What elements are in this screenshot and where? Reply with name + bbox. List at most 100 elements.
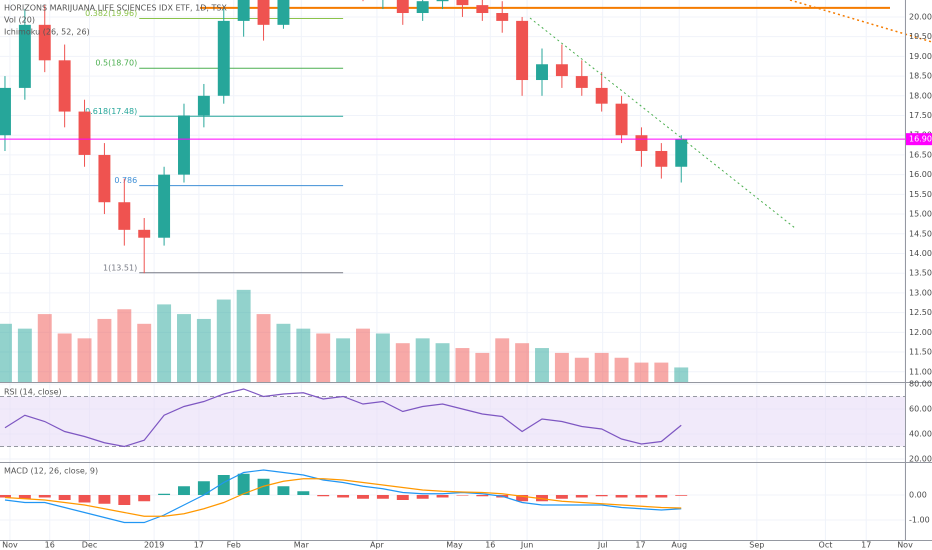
- macd-histogram: [516, 495, 529, 502]
- y-tick-label: 19.00: [909, 52, 932, 61]
- candle-body: [217, 20, 230, 96]
- y-tick-label: 20.00: [909, 12, 932, 21]
- candle-body: [675, 139, 688, 167]
- y-tick-label: 12.00: [909, 328, 932, 337]
- volume-bar: [336, 338, 351, 382]
- x-tick-label: Nov: [897, 541, 913, 550]
- macd-histogram: [436, 495, 449, 498]
- fib-label: 0.786: [114, 176, 137, 185]
- macd-histogram: [595, 495, 608, 497]
- volume-bar: [495, 338, 510, 382]
- macd-histogram: [675, 495, 688, 496]
- x-tick-label: Oct: [819, 541, 833, 550]
- trend-line: [529, 17, 796, 229]
- candle-body: [118, 202, 131, 230]
- macd-histogram: [476, 495, 489, 497]
- volume-bar: [574, 357, 589, 382]
- y-tick-label: 15.50: [909, 190, 932, 199]
- pane-title: MACD (12, 26, close, 9): [4, 467, 98, 476]
- volume-bar: [554, 352, 569, 382]
- y-tick-label: 15.00: [909, 210, 932, 219]
- volume-bar: [117, 309, 132, 382]
- candle-body: [138, 229, 151, 238]
- y-tick-label: 19.50: [909, 32, 932, 41]
- volume-bar: [97, 318, 112, 382]
- macd-histogram: [277, 486, 290, 495]
- candle-body: [456, 0, 469, 6]
- volume-bar: [57, 333, 72, 382]
- macd-histogram: [655, 495, 668, 498]
- x-tick-label: Dec: [82, 541, 97, 550]
- volume-bar: [256, 314, 271, 382]
- volume-bar: [475, 352, 490, 382]
- volume-bar: [395, 343, 410, 382]
- candle-body: [396, 0, 409, 14]
- macd-histogram: [456, 495, 469, 496]
- y-tick-label: 16.00: [909, 170, 932, 179]
- y-tick-label: 40.00: [909, 430, 932, 439]
- candle-body: [18, 24, 31, 88]
- volume-bar: [137, 323, 152, 382]
- macd-histogram: [575, 495, 588, 498]
- volume-bar: [296, 328, 311, 382]
- price-label-box: [906, 133, 932, 146]
- macd-histogram: [217, 475, 230, 495]
- x-tick-label: Jun: [520, 541, 534, 550]
- volume-bar: [17, 328, 32, 382]
- fib-label: 1(13.51): [103, 263, 137, 272]
- volume-bar: [157, 304, 172, 382]
- macd-histogram: [376, 495, 389, 499]
- volume-bar: [0, 323, 12, 382]
- macd-line: [4, 478, 682, 517]
- candle-body: [536, 64, 548, 81]
- candle-body: [575, 76, 588, 88]
- candle-body: [78, 111, 91, 155]
- macd-histogram: [317, 495, 330, 497]
- candle-body: [655, 150, 668, 167]
- macd-histogram: [18, 495, 31, 499]
- candle-body: [277, 0, 290, 25]
- x-tick-label: Nov: [2, 541, 18, 550]
- y-tick-label: 13.00: [909, 288, 932, 297]
- candle-body: [555, 64, 568, 77]
- pane-title: RSI (14, close): [4, 388, 62, 397]
- volume-bar: [276, 323, 291, 382]
- volume-bar: [674, 367, 689, 382]
- macd-histogram: [635, 495, 648, 498]
- volume-bar: [535, 348, 549, 382]
- y-tick-label: -1.00: [909, 516, 930, 525]
- y-tick-label: 14.50: [909, 229, 932, 238]
- candle-body: [595, 87, 608, 104]
- macd-histogram: [357, 495, 369, 499]
- x-tick-label: 17: [861, 541, 871, 550]
- y-tick-label: 18.00: [909, 91, 932, 100]
- candle-body: [237, 0, 250, 21]
- axes: Nov 16 Dec 2019 17 Feb Mar Apr May 16 Jun Jul 17 Aug S…: [2, 12, 932, 550]
- candle-body: [516, 20, 529, 81]
- candle-body: [0, 87, 11, 136]
- y-tick-label: 80.00: [909, 380, 932, 389]
- x-tick-label: Sep: [749, 541, 764, 550]
- macd-histogram: [118, 495, 131, 505]
- y-tick-label: 14.00: [909, 249, 932, 258]
- y-tick-label: 60.00: [909, 405, 932, 414]
- macd-pane: [0, 469, 688, 524]
- candle-body: [58, 60, 71, 112]
- macd-histogram: [536, 495, 548, 502]
- y-tick-label: 16.50: [909, 150, 932, 159]
- y-tick-label: 13.50: [909, 269, 932, 278]
- y-tick-label: 0.00: [909, 491, 927, 500]
- x-tick-label: May: [446, 541, 463, 550]
- macd-histogram: [337, 495, 350, 498]
- price-label: 16.90: [909, 135, 932, 144]
- candle-body: [257, 0, 270, 25]
- macd-histogram: [138, 495, 151, 502]
- rsi-pane: [0, 388, 905, 448]
- y-tick-label: 20.00: [909, 455, 932, 464]
- macd-line: [4, 469, 682, 524]
- indicator-label: Ichimoku (26, 52, 26): [4, 28, 90, 37]
- volume-bar: [375, 333, 390, 382]
- macd-histogram: [615, 495, 628, 498]
- chart-title: HORIZONS MARIJUANA LIFE SCIENCES IDX ETF…: [4, 4, 227, 13]
- fib-label: 0.5(18.70): [95, 59, 137, 68]
